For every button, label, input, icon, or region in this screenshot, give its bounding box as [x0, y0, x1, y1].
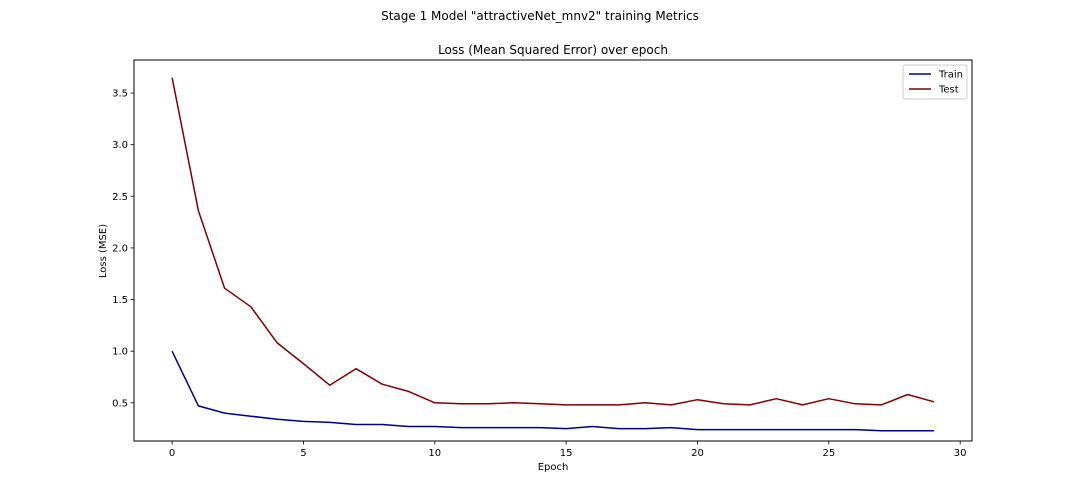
- y-tick-label: 2.5: [112, 192, 128, 203]
- x-tick-label: 10: [428, 448, 441, 459]
- y-tick-label: 2.0: [112, 243, 128, 254]
- x-tick-label: 25: [822, 448, 835, 459]
- plot-frame: [133, 59, 973, 442]
- y-tick-label: 1.5: [112, 295, 128, 306]
- x-tick-label: 5: [300, 448, 306, 459]
- x-axis-ticks: 0 5 10 15 20 25 30: [169, 441, 967, 459]
- y-axis-ticks: 0.5 1.0 1.5 2.0 2.5 3.0 3.5: [112, 89, 134, 409]
- legend: Train Test: [902, 64, 968, 100]
- y-tick-label: 3.5: [112, 89, 128, 100]
- x-tick-label: 30: [954, 448, 967, 459]
- y-tick-label: 3.0: [112, 140, 128, 151]
- y-tick-label: 0.5: [112, 398, 128, 409]
- legend-label-test: Test: [938, 85, 959, 96]
- series-line-train: [171, 350, 934, 432]
- legend-label-train: Train: [938, 70, 963, 81]
- x-tick-label: 20: [691, 448, 704, 459]
- x-tick-label: 15: [560, 448, 573, 459]
- x-tick-label: 0: [169, 448, 175, 459]
- series-line-test: [171, 77, 935, 406]
- figure-suptitle: Stage 1 Model "attractiveNet_mnv2" train…: [381, 9, 699, 23]
- plot-lines: [171, 77, 935, 432]
- chart-title: Loss (Mean Squared Error) over epoch: [438, 43, 668, 57]
- y-axis-label: Loss (MSE): [98, 224, 109, 278]
- x-axis-label: Epoch: [538, 462, 569, 473]
- y-tick-label: 1.0: [112, 347, 128, 358]
